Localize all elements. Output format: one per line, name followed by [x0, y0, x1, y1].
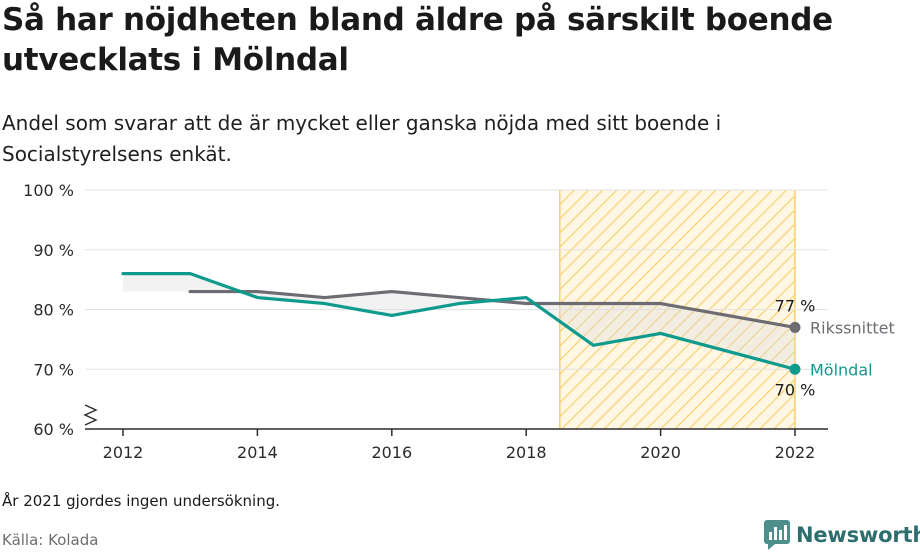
source-text: Källa: Kolada	[2, 531, 99, 549]
newsworthy-logo[interactable]: Newsworthy	[764, 519, 920, 551]
difference-area	[123, 273, 191, 292]
x-tick-label: 2014	[237, 443, 278, 462]
series-value-label-rikssnittet: 77 %	[775, 296, 816, 315]
y-tick-label: 90 %	[33, 241, 74, 260]
chart-subtitle: Andel som svarar att de är mycket eller …	[2, 111, 722, 166]
y-tick-label: 80 %	[33, 301, 74, 320]
x-tick-label: 2020	[640, 443, 681, 462]
newsworthy-logo-icon	[764, 520, 790, 550]
series-end-marker-rikssnittet	[789, 321, 801, 333]
x-tick-label: 2016	[371, 443, 412, 462]
x-tick-label: 2022	[775, 443, 816, 462]
series-name-label-m-lndal: Mölndal	[810, 360, 873, 379]
chart-title: Så har nöjdheten bland äldre på särskilt…	[2, 2, 833, 78]
y-tick-label: 60 %	[33, 420, 74, 439]
series-end-marker-m-lndal	[789, 363, 801, 375]
y-tick-label: 100 %	[23, 181, 74, 200]
axis-break-icon	[83, 404, 98, 426]
brand-name: Newsworthy	[796, 523, 920, 547]
footnote: År 2021 gjordes ingen undersökning.	[2, 492, 281, 510]
series-line-rikssnittet	[188, 289, 797, 330]
series-name-label-rikssnittet: Rikssnittet	[810, 318, 895, 337]
x-tick-label: 2012	[103, 443, 144, 462]
x-tick-label: 2018	[506, 443, 547, 462]
y-tick-label: 70 %	[33, 360, 74, 379]
series-value-label-m-lndal: 70 %	[775, 380, 816, 399]
series-line-m-lndal	[121, 272, 797, 371]
